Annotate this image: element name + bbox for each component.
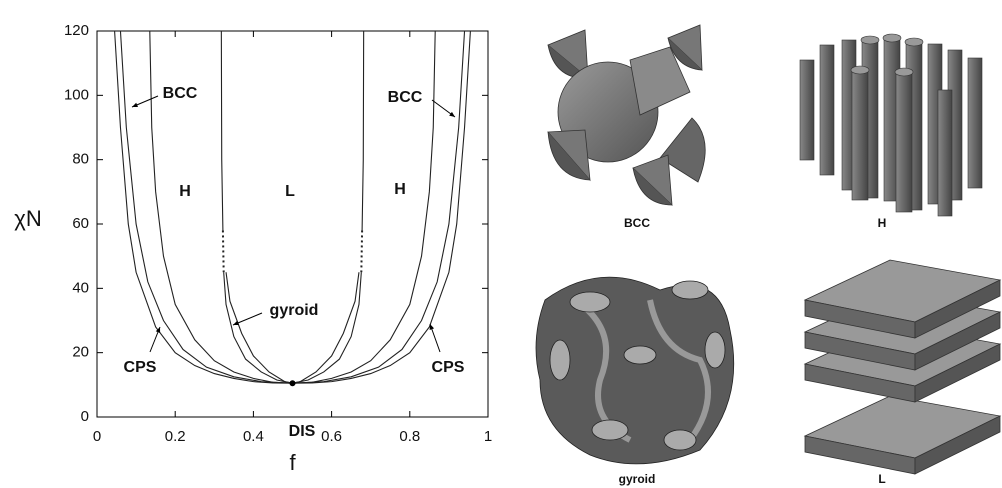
phase-boundary (115, 31, 471, 383)
annotation: gyroid (270, 302, 319, 319)
annotation: H (394, 181, 406, 198)
caption: L (878, 472, 885, 486)
y-axis-label: χN (14, 206, 41, 231)
annotation: BCC (163, 85, 198, 102)
figure: 0 0.2 0.4 0.6 0.8 1 0 20 40 60 80 100 120 f χN BCC BCC H L… (0, 0, 1002, 488)
phase-boundary (120, 31, 464, 383)
y-tick-label: 20 (72, 344, 89, 361)
x-tick-label: 0.4 (243, 428, 264, 445)
hexagonal-render (800, 34, 982, 216)
phase-boundary (223, 230, 224, 272)
annotation: CPS (432, 359, 465, 376)
bcc-render (548, 25, 705, 205)
phase-boundary (221, 31, 223, 230)
y-tick-label: 100 (64, 86, 89, 103)
y-tick-label: 80 (72, 151, 89, 168)
annotation: H (179, 183, 191, 200)
phase-boundary (224, 272, 293, 383)
x-axis-label: f (289, 450, 296, 475)
phase-boundary (361, 230, 362, 272)
x-tick-label: 0 (93, 428, 101, 445)
phase-boundary (293, 272, 362, 383)
annotation: BCC (388, 89, 423, 106)
phase-boundary (293, 272, 359, 383)
x-tick-label: 0.2 (165, 428, 186, 445)
x-tick-label: 0.6 (321, 428, 342, 445)
lamellar-render (805, 260, 1000, 474)
caption: H (878, 216, 887, 230)
x-tick-label: 1 (484, 428, 492, 445)
arrow-head (233, 321, 239, 325)
annotation: L (285, 183, 295, 200)
gyroid-render (536, 277, 734, 464)
phase-diagram: 0 0.2 0.4 0.6 0.8 1 0 20 40 60 80 100 120 f χN BCC BCC H L… (14, 22, 492, 475)
caption: BCC (624, 216, 650, 230)
phase-boundary (226, 272, 292, 383)
critical-point (290, 380, 296, 386)
arrow-head (430, 324, 434, 330)
y-tick-label: 40 (72, 279, 89, 296)
y-tick-label: 60 (72, 215, 89, 232)
phase-boundary (362, 31, 364, 230)
caption: gyroid (619, 472, 656, 486)
x-tick-label: 0.8 (399, 428, 420, 445)
y-tick-label: 120 (64, 22, 89, 39)
y-tick-label: 0 (81, 408, 89, 425)
annotation: DIS (289, 423, 316, 440)
annotation: CPS (124, 359, 157, 376)
arrow-head (449, 112, 455, 117)
phase-boundary (150, 31, 435, 383)
